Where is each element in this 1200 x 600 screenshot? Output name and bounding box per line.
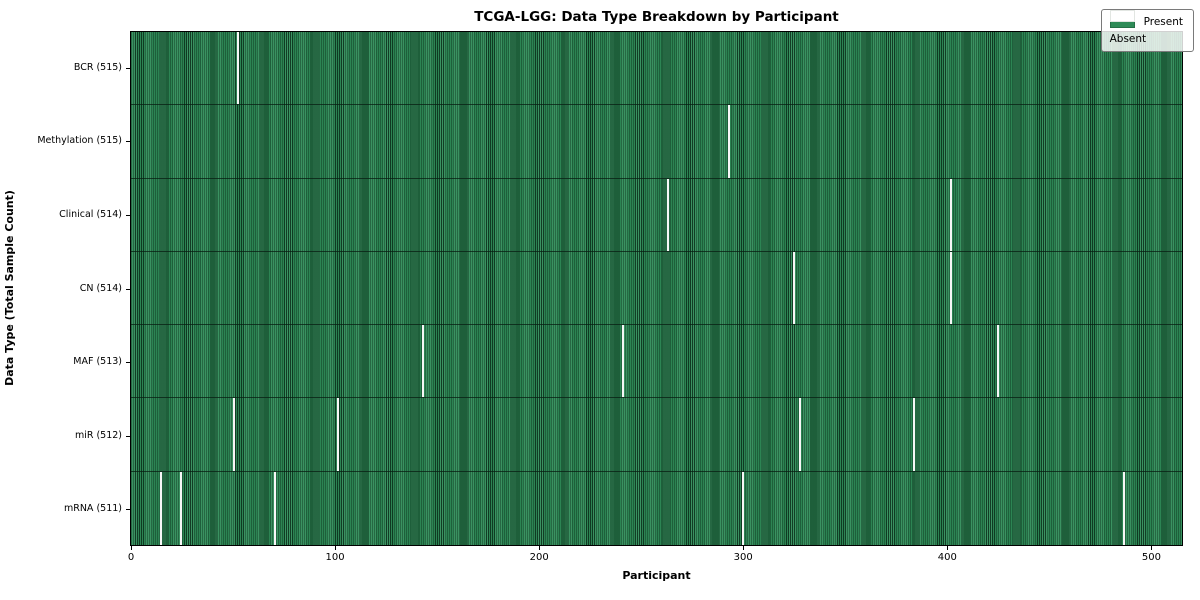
y-tick-mark [126,435,130,437]
absent-mark [232,398,235,471]
absent-mark [336,398,339,471]
y-tick-mark [126,509,130,511]
absent-swatch-icon [1109,10,1135,22]
x-tick-label-200: 200 [529,552,549,563]
heatmap-row-mRNA [131,471,1182,545]
legend-absent-label: Absent [1109,33,1147,45]
x-tick-label-500: 500 [1141,552,1161,563]
y-tick-label-mRNA: mRNA (511) [63,503,122,515]
y-tick-label-CN: CN (514) [79,282,122,294]
x-tick-label-300: 300 [733,552,753,563]
plot-area [130,31,1183,546]
absent-mark [727,105,730,178]
absent-mark [621,325,624,398]
absent-mark [799,398,802,471]
heatmap-row-MAF [131,325,1182,399]
heatmap-row-Methylation [131,105,1182,179]
y-tick-mark [126,288,130,290]
legend: Present Absent [1100,9,1194,52]
x-tick-mark [947,546,949,550]
y-tick-label-MAF: MAF (513) [73,356,122,368]
heatmap-row-miR [131,398,1182,472]
heatmap-row-CN [131,251,1182,326]
x-tick-mark [1151,546,1153,550]
absent-mark [422,325,425,398]
x-tick-mark [131,546,132,550]
legend-present-label: Present [1143,16,1183,28]
y-tick-mark [126,362,130,364]
y-tick-mark [126,141,130,143]
absent-mark [273,471,276,545]
x-tick-mark [539,546,541,550]
absent-mark [913,398,916,471]
heatmap-row-BCR [131,32,1182,106]
y-tick-label-miR: miR (512) [74,429,122,441]
y-tick-label-Clinical: Clinical (514) [59,208,122,220]
absent-mark [792,251,796,325]
absent-mark [236,32,240,105]
absent-mark [1122,471,1126,545]
absent-mark [949,178,952,251]
y-tick-mark [126,214,130,216]
absent-mark [996,325,999,398]
absent-mark [666,178,669,251]
heatmap-row-Clinical [131,178,1182,252]
chart-title: TCGA-LGG: Data Type Breakdown by Partici… [474,9,839,25]
x-axis-label: Participant [622,569,691,582]
y-tick-label-BCR: BCR (515) [73,61,122,73]
x-tick-mark [335,546,337,550]
y-tick-label-Methylation: Methylation (515) [37,135,122,147]
x-tick-mark [743,546,745,550]
absent-mark [159,471,162,545]
x-tick-label-100: 100 [325,552,345,563]
x-tick-label-0: 0 [127,552,135,563]
x-tick-label-400: 400 [937,552,957,563]
y-tick-mark [126,67,130,69]
legend-entry-absent: Absent [1109,10,1183,45]
y-axis-tick-labels: BCR (515) Methylation (515) Clinical (514)… [0,31,122,546]
absent-mark [949,251,952,325]
absent-mark [742,471,745,545]
absent-mark [179,471,182,545]
